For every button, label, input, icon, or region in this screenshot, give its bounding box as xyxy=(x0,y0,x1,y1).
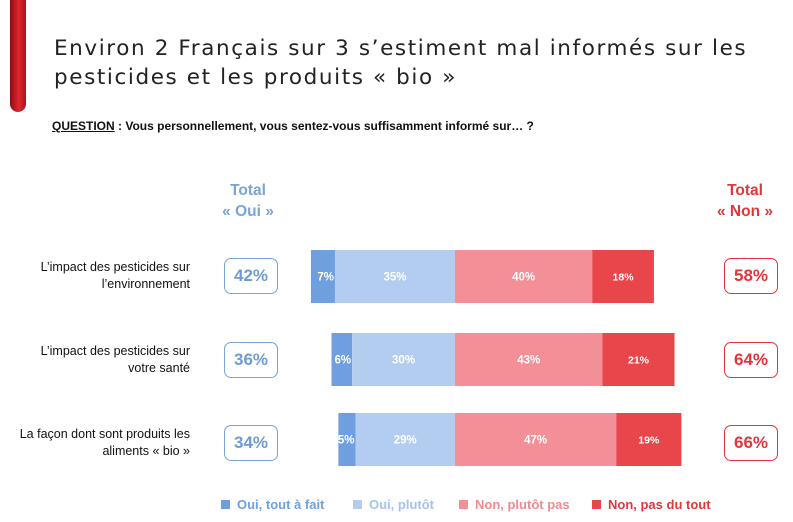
total-oui-heading-line1: Total xyxy=(230,182,266,199)
row-label: La façon dont sont produits les aliments… xyxy=(0,426,190,460)
total-non-heading: Total « Non » xyxy=(700,180,790,222)
bar-segment-non-pas-du-tout xyxy=(592,250,654,303)
row-label-line: L’impact des pesticides sur xyxy=(40,344,190,358)
bar-value-label: 7% xyxy=(317,272,334,284)
bar-value-label: 30% xyxy=(392,355,415,367)
accent-bar xyxy=(10,0,26,112)
total-oui-box: 42% xyxy=(224,258,278,294)
total-non-box: 64% xyxy=(724,342,778,378)
page-title: Environ 2 Français sur 3 s’estiment mal … xyxy=(54,36,748,90)
legend-item-non-plutot-pas: Non, plutôt pas xyxy=(459,497,570,512)
row-label-line: votre santé xyxy=(128,361,190,375)
legend-swatch xyxy=(353,500,362,509)
row-label-line: l’environnement xyxy=(101,277,190,291)
bar-value-label: 18% xyxy=(613,272,635,284)
legend-swatch xyxy=(592,500,601,509)
total-non-box: 58% xyxy=(724,258,778,294)
legend-label: Oui, plutôt xyxy=(369,497,434,512)
bar-segment-non-plutot-pas xyxy=(455,413,617,466)
bar-segment-oui-tout-a-fait xyxy=(331,333,353,386)
question: QUESTION : Vous personnellement, vous se… xyxy=(52,119,534,133)
bar-segment-oui-plutot xyxy=(334,250,455,303)
bar-value-label: 43% xyxy=(517,355,540,367)
bar-segment-non-plutot-pas xyxy=(455,250,593,303)
legend-swatch xyxy=(459,500,468,509)
question-text: : Vous personnellement, vous sentez-vous… xyxy=(114,119,534,133)
bar-value-label: 47% xyxy=(524,435,547,447)
bar-value-label: 35% xyxy=(383,272,406,284)
legend-item-oui-tout-a-fait: Oui, tout à fait xyxy=(221,497,324,512)
row-label: L’impact des pesticides sur l’environnem… xyxy=(0,259,190,293)
legend-item-oui-plutot: Oui, plutôt xyxy=(353,497,434,512)
bar-segment-oui-tout-a-fait xyxy=(338,413,356,466)
total-oui-heading: Total « Oui » xyxy=(200,180,296,222)
total-oui-box: 34% xyxy=(224,425,278,461)
total-non-heading-line1: Total xyxy=(727,182,763,199)
bar-value-label: 19% xyxy=(638,435,660,447)
row-label: L’impact des pesticides sur votre santé xyxy=(0,343,190,377)
legend-item-non-pas-du-tout: Non, pas du tout xyxy=(592,497,711,512)
legend-label: Non, pas du tout xyxy=(608,497,711,512)
bar-segment-oui-plutot xyxy=(352,333,455,386)
bar-value-label: 5% xyxy=(338,435,355,447)
bar-segment-non-pas-du-tout xyxy=(602,333,675,386)
bar-segment-non-pas-du-tout xyxy=(616,413,682,466)
bar-segment-non-plutot-pas xyxy=(455,333,603,386)
legend-label: Oui, tout à fait xyxy=(237,497,325,512)
row-label-line: L’impact des pesticides sur xyxy=(40,260,190,274)
total-oui-heading-line2: « Oui » xyxy=(222,203,274,220)
legend-label: Non, plutôt pas xyxy=(475,497,570,512)
row-label-line: aliments « bio » xyxy=(102,444,190,458)
bar-value-label: 6% xyxy=(334,355,351,367)
total-oui-box: 36% xyxy=(224,342,278,378)
row-label-line: La façon dont sont produits les xyxy=(19,427,190,441)
bar-segment-oui-plutot xyxy=(355,413,455,466)
bar-value-label: 29% xyxy=(394,435,417,447)
bar-value-label: 21% xyxy=(628,355,650,367)
total-non-box: 66% xyxy=(724,425,778,461)
question-label: QUESTION xyxy=(52,119,115,133)
total-non-heading-line2: « Non » xyxy=(717,203,773,220)
bar-segment-oui-tout-a-fait xyxy=(310,250,335,303)
bar-value-label: 40% xyxy=(512,272,535,284)
legend-swatch xyxy=(221,500,230,509)
